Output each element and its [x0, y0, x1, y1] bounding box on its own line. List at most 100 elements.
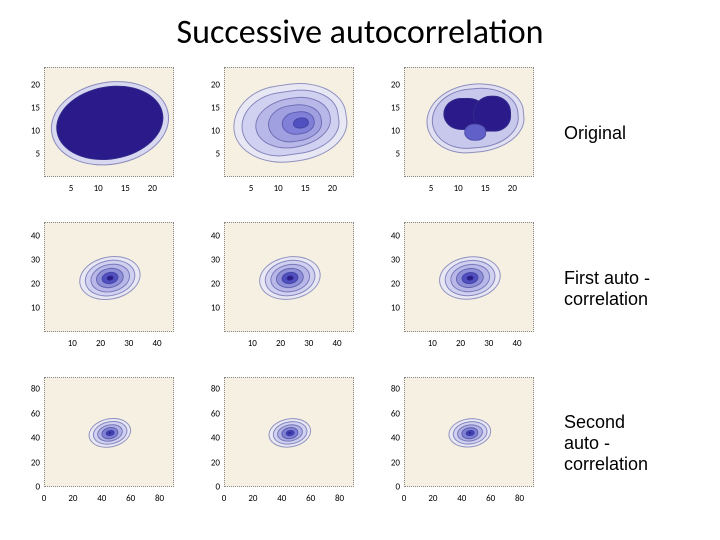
y-tick: 20	[200, 457, 220, 468]
y-tick: 0	[380, 482, 400, 493]
page-title: Successive autocorrelation	[0, 0, 720, 61]
y-tick: 20	[20, 279, 40, 290]
y-tick: 30	[380, 255, 400, 266]
chart-panel: 10 20 30 40 10 20 30 40	[200, 216, 360, 361]
y-tick: 10	[380, 126, 400, 137]
x-tick: 30	[484, 338, 493, 349]
plot-area	[44, 222, 174, 332]
x-tick: 40	[457, 493, 466, 504]
x-tick: 10	[274, 183, 283, 194]
y-tick: 20	[200, 279, 220, 290]
x-tick: 15	[301, 183, 310, 194]
row-label: Second auto - correlation	[560, 371, 700, 516]
y-tick: 10	[200, 126, 220, 137]
y-tick: 40	[380, 433, 400, 444]
x-tick: 20	[68, 493, 77, 504]
chart-panel: 5 10 15 20 5 10 15 20	[20, 61, 180, 206]
y-tick: 30	[20, 255, 40, 266]
plot-area	[404, 67, 534, 177]
y-tick: 20	[200, 80, 220, 91]
x-tick: 80	[335, 493, 344, 504]
x-tick: 40	[512, 338, 521, 349]
x-tick: 10	[68, 338, 77, 349]
x-tick: 10	[428, 338, 437, 349]
plot-area	[224, 377, 354, 487]
y-tick: 60	[200, 408, 220, 419]
x-tick: 15	[121, 183, 130, 194]
x-tick: 0	[402, 493, 407, 504]
y-tick: 5	[200, 149, 220, 160]
x-tick: 30	[304, 338, 313, 349]
x-tick: 20	[96, 338, 105, 349]
y-tick: 5	[20, 149, 40, 160]
x-tick: 20	[508, 183, 517, 194]
x-tick: 20	[148, 183, 157, 194]
x-tick: 20	[428, 493, 437, 504]
x-tick: 40	[277, 493, 286, 504]
x-tick: 0	[42, 493, 47, 504]
y-tick: 10	[200, 303, 220, 314]
x-tick: 30	[124, 338, 133, 349]
x-tick: 20	[276, 338, 285, 349]
chart-panel: 5 10 15 20 5 10 15 20	[380, 61, 540, 206]
y-tick: 40	[20, 231, 40, 242]
plot-area	[404, 222, 534, 332]
plot-area	[224, 222, 354, 332]
chart-panel: 0 20 40 60 80 0 20 40 60 80	[200, 371, 360, 516]
y-tick: 20	[380, 457, 400, 468]
x-tick: 5	[69, 183, 74, 194]
chart-panel: 0 20 40 60 80 0 20 40 60 80	[380, 371, 540, 516]
x-tick: 15	[481, 183, 490, 194]
chart-grid: 5 10 15 20 5 10 15 20 5 10 15 20 5 10 15 20 5 10 15 20 5 10 15…	[0, 61, 720, 516]
x-tick: 10	[248, 338, 257, 349]
y-tick: 80	[20, 384, 40, 395]
y-tick: 10	[380, 303, 400, 314]
y-tick: 20	[20, 457, 40, 468]
y-tick: 0	[200, 482, 220, 493]
x-tick: 10	[94, 183, 103, 194]
plot-area	[224, 67, 354, 177]
x-tick: 60	[486, 493, 495, 504]
y-tick: 40	[20, 433, 40, 444]
x-tick: 5	[429, 183, 434, 194]
y-tick: 20	[380, 80, 400, 91]
y-tick: 5	[380, 149, 400, 160]
x-tick: 20	[456, 338, 465, 349]
x-tick: 40	[97, 493, 106, 504]
plot-area	[44, 67, 174, 177]
x-tick: 60	[126, 493, 135, 504]
y-tick: 60	[20, 408, 40, 419]
x-tick: 0	[222, 493, 227, 504]
plot-area	[404, 377, 534, 487]
y-tick: 60	[380, 408, 400, 419]
y-tick: 40	[380, 231, 400, 242]
y-tick: 80	[380, 384, 400, 395]
chart-panel: 5 10 15 20 5 10 15 20	[200, 61, 360, 206]
y-tick: 80	[200, 384, 220, 395]
y-tick: 15	[200, 103, 220, 114]
y-tick: 20	[380, 279, 400, 290]
row-label: Original	[560, 61, 700, 206]
y-tick: 15	[20, 103, 40, 114]
x-tick: 20	[248, 493, 257, 504]
x-tick: 60	[306, 493, 315, 504]
x-tick: 40	[152, 338, 161, 349]
x-tick: 80	[515, 493, 524, 504]
y-tick: 15	[380, 103, 400, 114]
row-label: First auto - correlation	[560, 216, 700, 361]
x-tick: 80	[155, 493, 164, 504]
y-tick: 40	[200, 433, 220, 444]
y-tick: 10	[20, 303, 40, 314]
y-tick: 40	[200, 231, 220, 242]
x-tick: 10	[454, 183, 463, 194]
y-tick: 20	[20, 80, 40, 91]
plot-area	[44, 377, 174, 487]
chart-panel: 020406080020406080	[20, 371, 180, 516]
x-tick: 5	[249, 183, 254, 194]
chart-panel: 10 20 30 40 10 20 30 40	[380, 216, 540, 361]
y-tick: 30	[200, 255, 220, 266]
y-tick: 10	[20, 126, 40, 137]
x-tick: 20	[328, 183, 337, 194]
x-tick: 40	[332, 338, 341, 349]
chart-panel: 10 20 30 40 10 20 30 40	[20, 216, 180, 361]
